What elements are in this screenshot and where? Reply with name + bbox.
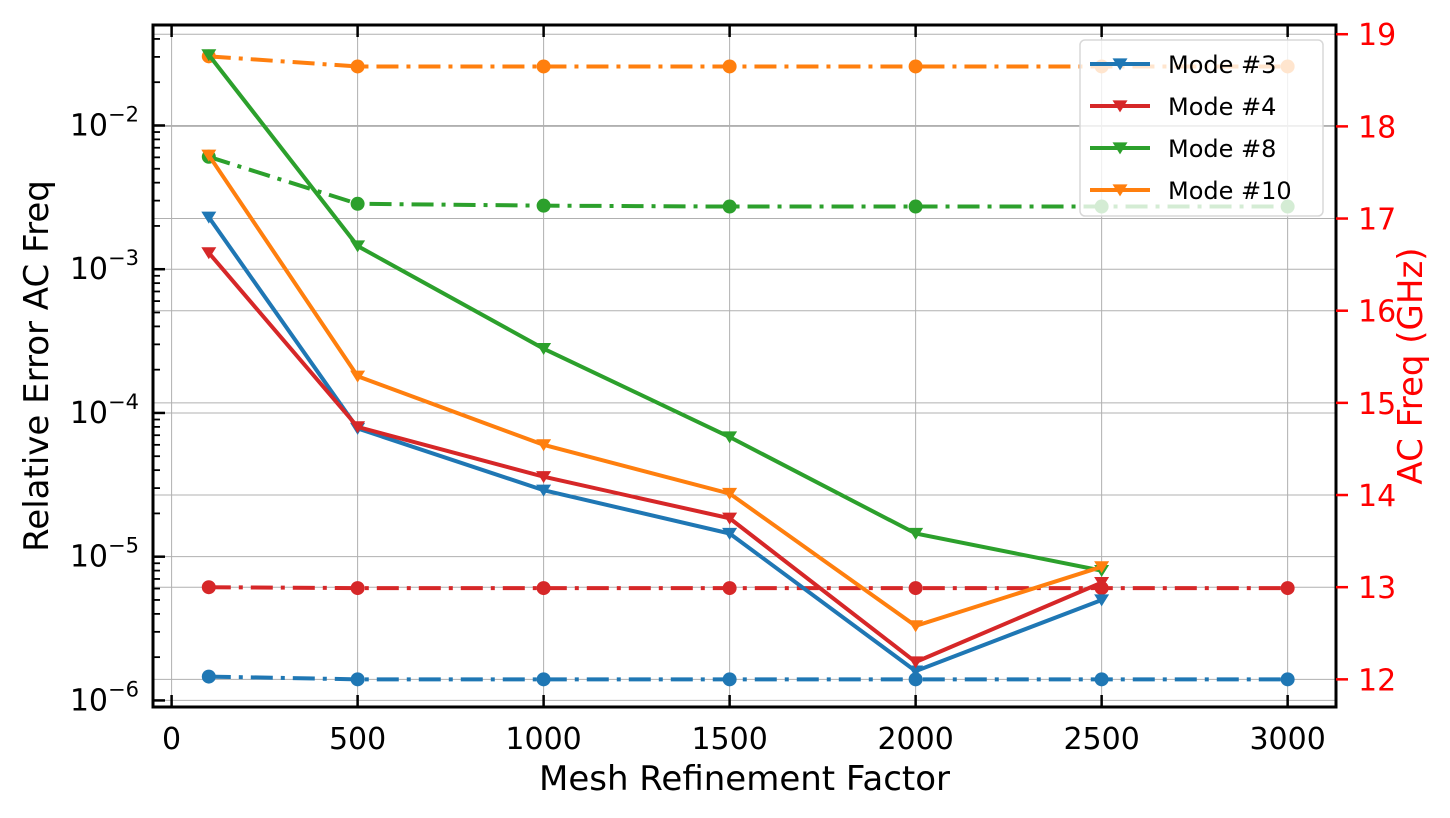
axis-ticks: 0 500 1000 1500 2000 2500 3000 10−6 10−5 10−4 10−3…: [70, 18, 1396, 757]
error-point: [536, 439, 552, 452]
error-point: [536, 471, 552, 484]
freq-point: [722, 672, 737, 687]
error-point: [350, 421, 366, 434]
legend-box: [1079, 39, 1324, 217]
error-point: [722, 487, 738, 500]
x-tick-label: 500: [329, 722, 386, 757]
freq-point: [536, 59, 551, 74]
y-tick-label: 10−3: [70, 246, 139, 287]
freq-point: [536, 581, 551, 596]
legend-label: Mode #10: [1168, 177, 1292, 205]
y-tick-label: 10−4: [70, 390, 139, 431]
y2-tick-label: 12: [1358, 663, 1396, 698]
freq-point: [350, 581, 365, 596]
x-tick-label: 2000: [877, 722, 953, 757]
freq-point: [908, 199, 923, 214]
y2-tick-label: 14: [1358, 479, 1396, 514]
error-series-line: [207, 53, 1103, 573]
y-axis-title: Relative Error AC Freq: [17, 180, 57, 552]
freq-point: [350, 672, 365, 687]
error-point: [908, 656, 924, 669]
legend-label: Mode #4: [1168, 93, 1276, 121]
error-point: [536, 484, 552, 497]
y2-tick-label: 16: [1358, 295, 1396, 330]
freq-point: [536, 672, 551, 687]
error-point: [722, 431, 738, 444]
error-point: [201, 247, 217, 260]
error-series-layer: [201, 49, 1110, 678]
y-tick-label: 10−2: [70, 102, 139, 143]
error-point: [908, 527, 924, 540]
freq-point: [908, 672, 923, 687]
freq-point: [908, 581, 923, 596]
freq-point: [908, 59, 923, 74]
legend-marker: [1112, 100, 1128, 113]
error-point: [1094, 576, 1110, 589]
y-tick-label: 10−5: [70, 534, 139, 575]
error-point: [350, 240, 366, 253]
error-point: [722, 527, 738, 540]
error-point: [350, 370, 366, 383]
error-point: [1094, 561, 1110, 574]
freq-point: [350, 59, 365, 74]
error-series-line: [207, 154, 1103, 629]
error-point: [722, 512, 738, 525]
error-point: [536, 343, 552, 356]
plot-frame: [151, 23, 1338, 709]
legend: Mode #3 Mode #4 Mode #8 Mode #10: [1079, 39, 1324, 217]
legend-marker: [1112, 184, 1128, 197]
y2-tick-label: 15: [1358, 387, 1396, 422]
error-point: [201, 149, 217, 162]
freq-point: [1280, 581, 1295, 596]
error-point: [1094, 594, 1110, 607]
freq-point: [1280, 672, 1295, 687]
x-tick-label: 0: [162, 722, 181, 757]
y2-tick-label: 17: [1358, 203, 1396, 238]
freq-point: [722, 199, 737, 214]
error-series-line: [207, 216, 1103, 674]
x-axis-title: Mesh Refinement Factor: [539, 759, 950, 799]
freq-point: [201, 580, 216, 595]
y2-tick-label: 18: [1358, 110, 1396, 145]
freq-point: [1094, 672, 1109, 687]
y2-tick-label: 19: [1358, 18, 1396, 53]
error-point: [201, 211, 217, 224]
legend-label: Mode #8: [1168, 135, 1276, 163]
freq-point: [722, 581, 737, 596]
error-point: [201, 49, 217, 62]
freq-point: [201, 669, 216, 684]
freq-point: [722, 59, 737, 74]
x-tick-label: 1000: [505, 722, 581, 757]
legend-marker: [1112, 58, 1128, 71]
x-tick-label: 1500: [691, 722, 767, 757]
error-point: [908, 665, 924, 678]
x-tick-label: 3000: [1249, 722, 1325, 757]
legend-marker: [1112, 142, 1128, 155]
y2-tick-label: 13: [1358, 571, 1396, 606]
freq-point: [536, 198, 551, 213]
error-series-line: [207, 251, 1103, 665]
y2-axis-title: AC Freq (GHz): [1391, 247, 1431, 484]
y-tick-label: 10−6: [70, 677, 139, 718]
error-point: [908, 620, 924, 633]
x-tick-label: 2500: [1063, 722, 1139, 757]
freq-point: [350, 196, 365, 211]
legend-label: Mode #3: [1168, 51, 1276, 79]
